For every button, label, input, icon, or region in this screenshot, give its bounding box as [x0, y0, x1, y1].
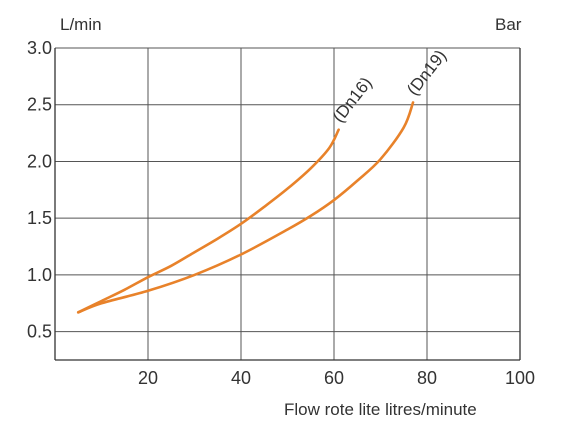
x-tick-label: 60 [324, 368, 344, 388]
labels: L/min Bar Flow rote lite litres/minute [60, 15, 522, 419]
axes: 20 40 60 80 100 0.5 1.0 1.5 2.0 2.5 3.0 [27, 38, 535, 388]
y-tick-label: 1.5 [27, 208, 52, 228]
y-tick-label: 2.5 [27, 95, 52, 115]
series-lines: (Dn16)(Dn19) [76, 46, 450, 314]
x-tick-label: 80 [417, 368, 437, 388]
series-label-1: (Dn16) [329, 74, 376, 127]
y-tick-label: 0.5 [27, 322, 52, 342]
x-tick-label: 20 [138, 368, 158, 388]
y-axis-right-unit: Bar [495, 15, 522, 34]
x-tick-label: 40 [231, 368, 251, 388]
y-axis-left-unit: L/min [60, 15, 102, 34]
x-axis-label: Flow rote lite litres/minute [284, 400, 477, 419]
y-tick-label: 3.0 [27, 38, 52, 58]
series-line-1 [76, 128, 340, 314]
series-line-2 [76, 101, 415, 314]
y-tick-label: 2.0 [27, 151, 52, 171]
grid [55, 47, 520, 360]
x-tick-label: 100 [505, 368, 535, 388]
y-tick-label: 1.0 [27, 265, 52, 285]
